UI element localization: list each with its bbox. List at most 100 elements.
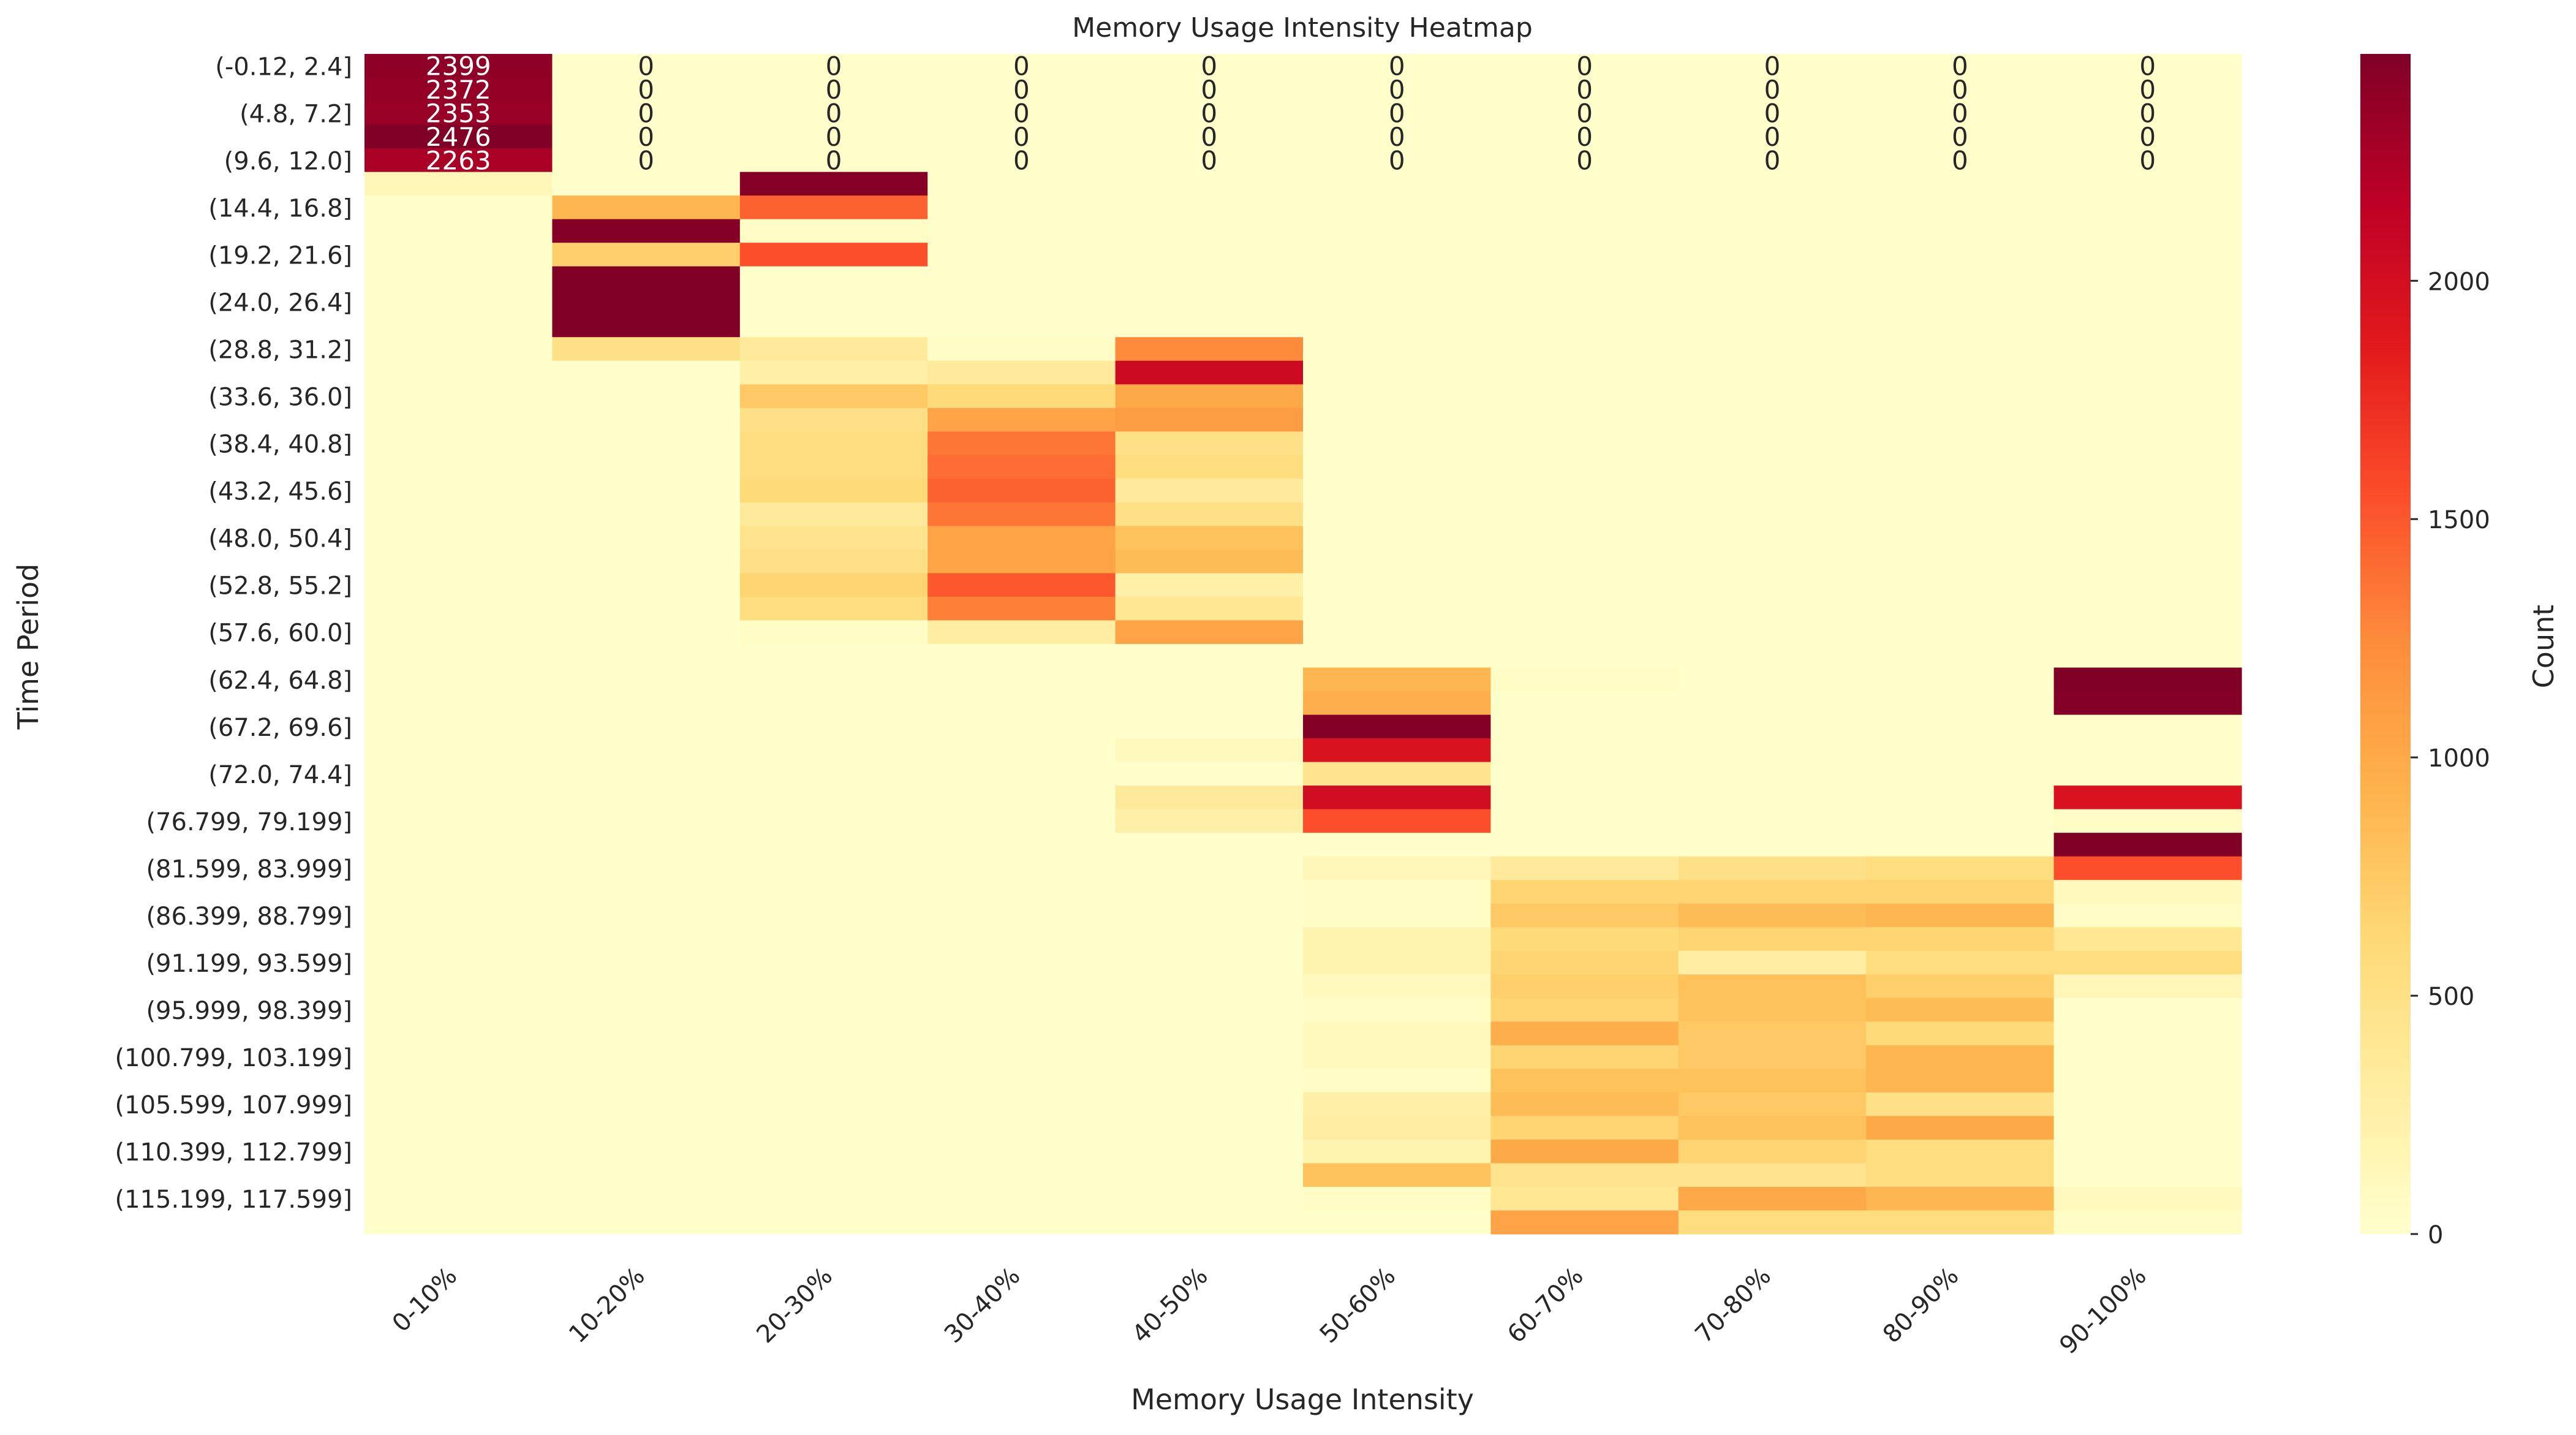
heatmap-cell [1866,172,2055,196]
heatmap-cell [1678,479,1867,503]
y-tick-label: (24.0, 26.4] [208,289,352,317]
heatmap-cell [1115,903,1304,928]
heatmap-cell [1678,172,1867,196]
heatmap-cell [2053,1210,2242,1235]
cell-annotation: 0 [2139,98,2156,128]
heatmap-cell [1115,596,1304,621]
heatmap-cell [1115,124,1304,149]
heatmap-cell [552,172,741,196]
heatmap-cell [552,1210,741,1235]
heatmap-cell [1303,644,1491,668]
cell-annotation: 0 [826,98,842,128]
heatmap-cell [1115,313,1304,338]
heatmap-cell [927,1092,1116,1116]
cell-annotation: 0 [1201,122,1217,152]
heatmap-cell [1490,1092,1679,1116]
cell-annotation: 0 [1013,122,1030,152]
heatmap-cell [1678,1116,1867,1140]
heatmap-cell [364,54,553,78]
heatmap-cell [552,880,741,904]
heatmap-cell [1490,998,1679,1022]
heatmap-cell [364,101,553,126]
heatmap-cell [1490,1116,1679,1140]
heatmap-cell [1115,762,1304,786]
heatmap-cell [552,431,741,456]
heatmap-cell [1115,455,1304,479]
heatmap-cell [364,526,553,550]
y-tick-label: (43.2, 45.6] [208,478,352,506]
heatmap-cell [739,1021,928,1046]
heatmap-cell [1490,407,1679,432]
heatmap-cell [1115,384,1304,409]
heatmap-cell [2053,644,2242,668]
heatmap-cell [1303,243,1491,267]
heatmap-cell [552,502,741,526]
heatmap-cell [739,856,928,880]
heatmap-cell [2053,54,2242,78]
heatmap-cell [739,1210,928,1235]
heatmap-cell [1303,549,1491,574]
heatmap-cell [364,455,553,479]
heatmap-cell [2053,738,2242,763]
heatmap-cell [1866,974,2055,999]
heatmap-cell [2053,667,2242,692]
heatmap-cell [1490,856,1679,880]
cell-annotation: 2399 [426,51,491,81]
heatmap-cell [552,384,741,409]
heatmap-cell [1115,1092,1304,1116]
heatmap-cell [1866,124,2055,149]
heatmap-cell [739,950,928,975]
cell-annotation: 0 [826,51,842,81]
heatmap-cell [1678,243,1867,267]
heatmap-cell [1115,974,1304,999]
heatmap-cell [927,431,1116,456]
heatmap-cell [739,266,928,290]
heatmap-cell [552,101,741,126]
heatmap-cell [364,833,553,857]
y-tick-label: (52.8, 55.2] [208,572,352,600]
heatmap-cell [1303,337,1491,362]
heatmap-cell [1866,667,2055,692]
heatmap-cell [552,667,741,692]
heatmap-cell [927,1163,1116,1187]
heatmap-cell [552,1045,741,1069]
x-tick-label: 70-80% [1690,1262,1777,1349]
x-tick-label: 60-70% [1502,1262,1589,1349]
heatmap-cell [739,549,928,574]
heatmap-cell [2053,620,2242,645]
heatmap-cell [1490,691,1679,716]
heatmap-cell [1303,809,1491,833]
heatmap-cell [1115,502,1304,526]
heatmap-cell [1115,479,1304,503]
heatmap-cell [2053,927,2242,952]
heatmap-cell [739,1069,928,1093]
heatmap-cell [1866,313,2055,338]
heatmap-cell [739,1092,928,1116]
heatmap-cell [2053,266,2242,290]
heatmap-cell [1303,1045,1491,1069]
heatmap-cell [1115,172,1304,196]
heatmap-cell [1866,384,2055,409]
heatmap-cell [1490,1210,1679,1235]
heatmap-cell [1866,1045,2055,1069]
heatmap-cell [364,431,553,456]
heatmap-cell [739,903,928,928]
cell-annotation: 0 [2139,75,2156,105]
heatmap-cell [1866,54,2055,78]
heatmap-cell [1490,455,1679,479]
heatmap-cell [739,880,928,904]
heatmap-cell [1115,691,1304,716]
heatmap-cell [1303,124,1491,149]
cell-annotation: 0 [638,75,654,105]
heatmap-cell [1678,124,1867,149]
cell-annotation: 0 [826,145,842,175]
heatmap-cell [1490,101,1679,126]
heatmap-cell [1866,243,2055,267]
heatmap-cell [2053,290,2242,314]
heatmap-cell [1303,290,1491,314]
y-tick-labels: (-0.12, 2.4] (4.8, 7.2] (9.6, 12.0] (14.4, … [115,53,352,1214]
cell-annotation: 2353 [426,98,491,128]
heatmap-cell [2053,243,2242,267]
heatmap-cell [1115,998,1304,1022]
heatmap-cell [927,290,1116,314]
